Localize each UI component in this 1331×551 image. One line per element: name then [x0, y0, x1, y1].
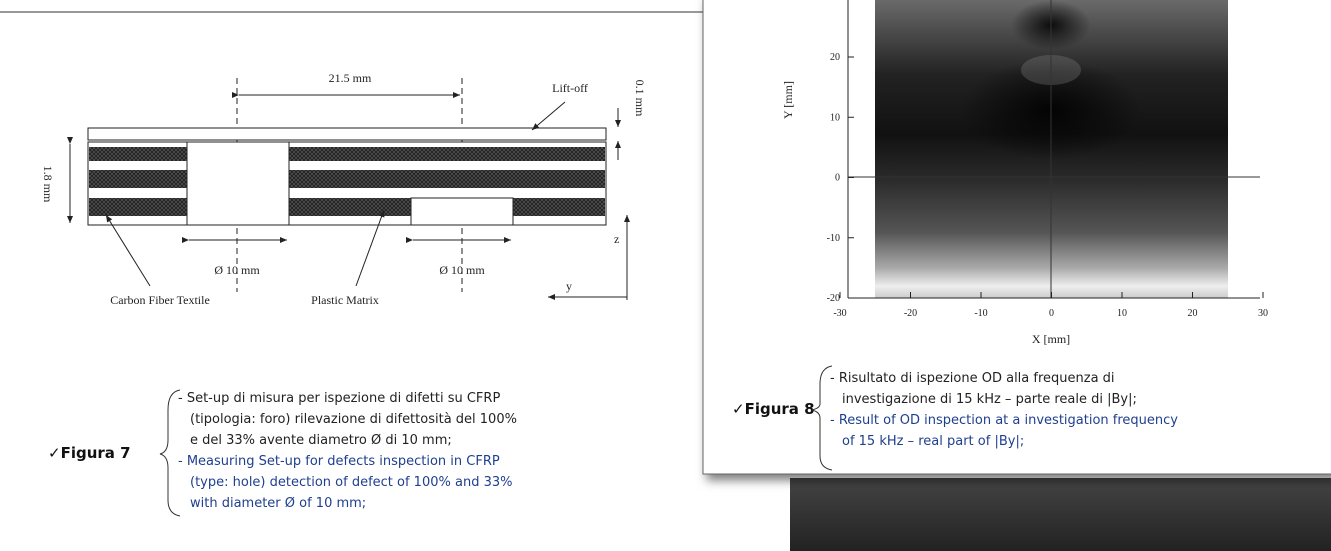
- axis-title: X [mm]: [1032, 332, 1070, 346]
- gap-label: 0.1 mm: [633, 80, 647, 117]
- caption-line: (tipologia: foro) rilevazione di difetto…: [190, 412, 517, 427]
- lift-off-label: Lift-off: [552, 81, 588, 95]
- material-label: Carbon Fiber Textile: [110, 293, 210, 307]
- caption-line: investigazione di 15 kHz – parte reale d…: [842, 392, 1137, 407]
- material-label: Plastic Matrix: [311, 293, 379, 307]
- x-tick-label: -30: [833, 308, 846, 319]
- y-tick-label: 10: [830, 112, 840, 123]
- y-tick-label: 0: [835, 173, 840, 184]
- caption-line: - Result of OD inspection at a investiga…: [830, 413, 1178, 428]
- caption-line: - Set-up di misura per ispezione di dife…: [178, 391, 500, 406]
- y-tick-label: 20: [830, 52, 840, 63]
- brace: [160, 390, 180, 516]
- caption: - Set-up di misura per ispezione di dife…: [178, 391, 517, 511]
- right-panel: 20 10 0 -10 -20 -30 -20 -10 0 10 20 30 Y [mm] X [mm…: [703, 0, 1331, 474]
- left-panel: 21.5 mm Lift-off 0.1 mm 1.8 mm Ø 10 mm Ø…: [0, 12, 704, 516]
- caption-line: - Risultato di ispezione OD alla frequen…: [830, 371, 1115, 386]
- x-tick-label: 30: [1258, 308, 1268, 319]
- hole-label: Ø 10 mm: [214, 263, 260, 277]
- axis-label: z: [614, 232, 619, 246]
- caption-line: e del 33% avente diametro Ø di 10 mm;: [190, 433, 452, 448]
- caption-line: - Measuring Set-up for defects inspectio…: [178, 454, 500, 469]
- caption-line: (type: hole) detection of defect of 100%…: [190, 475, 512, 490]
- page: 21.5 mm Lift-off 0.1 mm 1.8 mm Ø 10 mm Ø…: [0, 0, 1331, 551]
- x-tick-label: -10: [974, 308, 987, 319]
- caption-line: with diameter Ø of 10 mm;: [190, 496, 366, 511]
- thickness-label: 1.8 mm: [41, 166, 55, 203]
- caption-line: of 15 kHz – real part of |By|;: [842, 434, 1024, 449]
- cfrp-drawing: [70, 78, 627, 300]
- x-tick-label: -20: [904, 308, 917, 319]
- figure-label: ✓Figura 8: [732, 400, 815, 418]
- y-tick-label: -10: [827, 233, 840, 244]
- x-tick-label: 10: [1117, 308, 1127, 319]
- y-tick-label: -20: [827, 293, 840, 304]
- axis-label: y: [566, 279, 572, 293]
- page-shadow: [790, 478, 1331, 551]
- figure-label: ✓Figura 7: [48, 444, 131, 462]
- hole-label: Ø 10 mm: [439, 263, 485, 277]
- x-tick-label: 0: [1049, 308, 1054, 319]
- axis-title: Y [mm]: [781, 81, 795, 119]
- dimension-label: 21.5 mm: [329, 71, 372, 85]
- x-tick-label: 20: [1188, 308, 1198, 319]
